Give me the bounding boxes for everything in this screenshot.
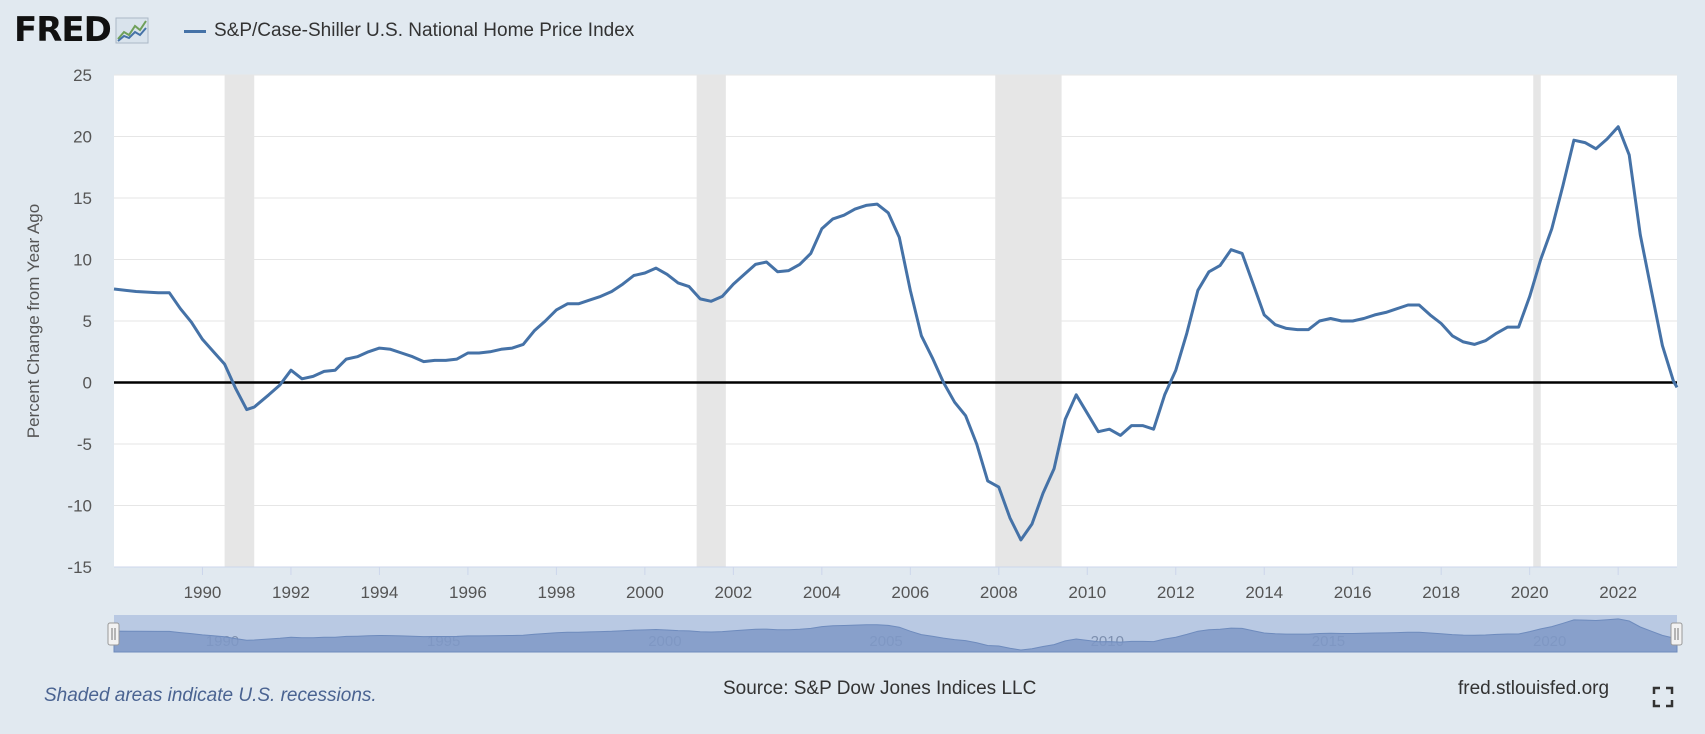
source-text: Source: S&P Dow Jones Indices LLC [723, 678, 1037, 699]
x-tick-label: 2004 [803, 583, 841, 602]
fred-logo[interactable]: FRED [14, 10, 149, 50]
x-tick-label: 2000 [626, 583, 664, 602]
y-tick-label: 5 [83, 312, 92, 331]
navigator-area [113, 618, 1678, 653]
y-tick-label: 25 [73, 66, 92, 85]
x-tick-label: 2002 [714, 583, 752, 602]
x-tick-label: 1990 [184, 583, 222, 602]
line-chart-icon [115, 17, 149, 44]
series-group [113, 125, 1679, 542]
y-tick-label: -15 [67, 558, 92, 577]
y-tick-label: 20 [73, 128, 92, 147]
legend-label: S&P/Case-Shiller U.S. National Home Pric… [214, 20, 635, 41]
series-line-0[interactable] [113, 125, 1679, 542]
x-tick-label: 1994 [361, 583, 399, 602]
x-tick-label: 2008 [980, 583, 1018, 602]
fullscreen-icon[interactable] [1652, 686, 1674, 708]
x-tick-label: 2022 [1599, 583, 1637, 602]
logo-text: FRED [14, 10, 112, 50]
site-link[interactable]: fred.stlouisfed.org [1458, 678, 1610, 699]
y-tick-label: 0 [83, 374, 92, 393]
y-tick-label: -10 [67, 497, 92, 516]
navigator-handle-right[interactable] [1670, 622, 1683, 646]
x-tick-label: 1998 [537, 583, 575, 602]
navigator[interactable]: 1990199520002005201020152020 [107, 615, 1683, 653]
x-axis: 1990 1992 1994 1996 1998 2000 2002 2004 2006 2008… [114, 566, 1677, 602]
legend[interactable]: S&P/Case-Shiller U.S. National Home Pric… [184, 20, 634, 42]
y-tick-label: -5 [77, 435, 92, 454]
recession-note: Shaded areas indicate U.S. recessions. [44, 685, 377, 706]
y-axis: 25 20 15 10 5 0 -5 -10 -15 [67, 66, 92, 577]
x-tick-label: 2014 [1245, 583, 1283, 602]
x-tick-label: 2020 [1511, 583, 1549, 602]
chart[interactable]: 25 20 15 10 5 0 -5 -10 -15 1990 1992 1994 1996 1998 2… [0, 0, 1705, 670]
x-tick-label: 2018 [1422, 583, 1460, 602]
y-tick-label: 15 [73, 189, 92, 208]
legend-swatch [184, 29, 206, 33]
x-tick-label: 2016 [1334, 583, 1372, 602]
x-tick-label: 2012 [1157, 583, 1195, 602]
y-axis-label: Percent Change from Year Ago [24, 204, 43, 438]
navigator-handle-left[interactable] [107, 622, 120, 646]
x-tick-label: 2010 [1068, 583, 1106, 602]
y-tick-label: 10 [73, 251, 92, 270]
x-tick-label: 1992 [272, 583, 310, 602]
x-tick-label: 2006 [891, 583, 929, 602]
x-tick-label: 1996 [449, 583, 487, 602]
